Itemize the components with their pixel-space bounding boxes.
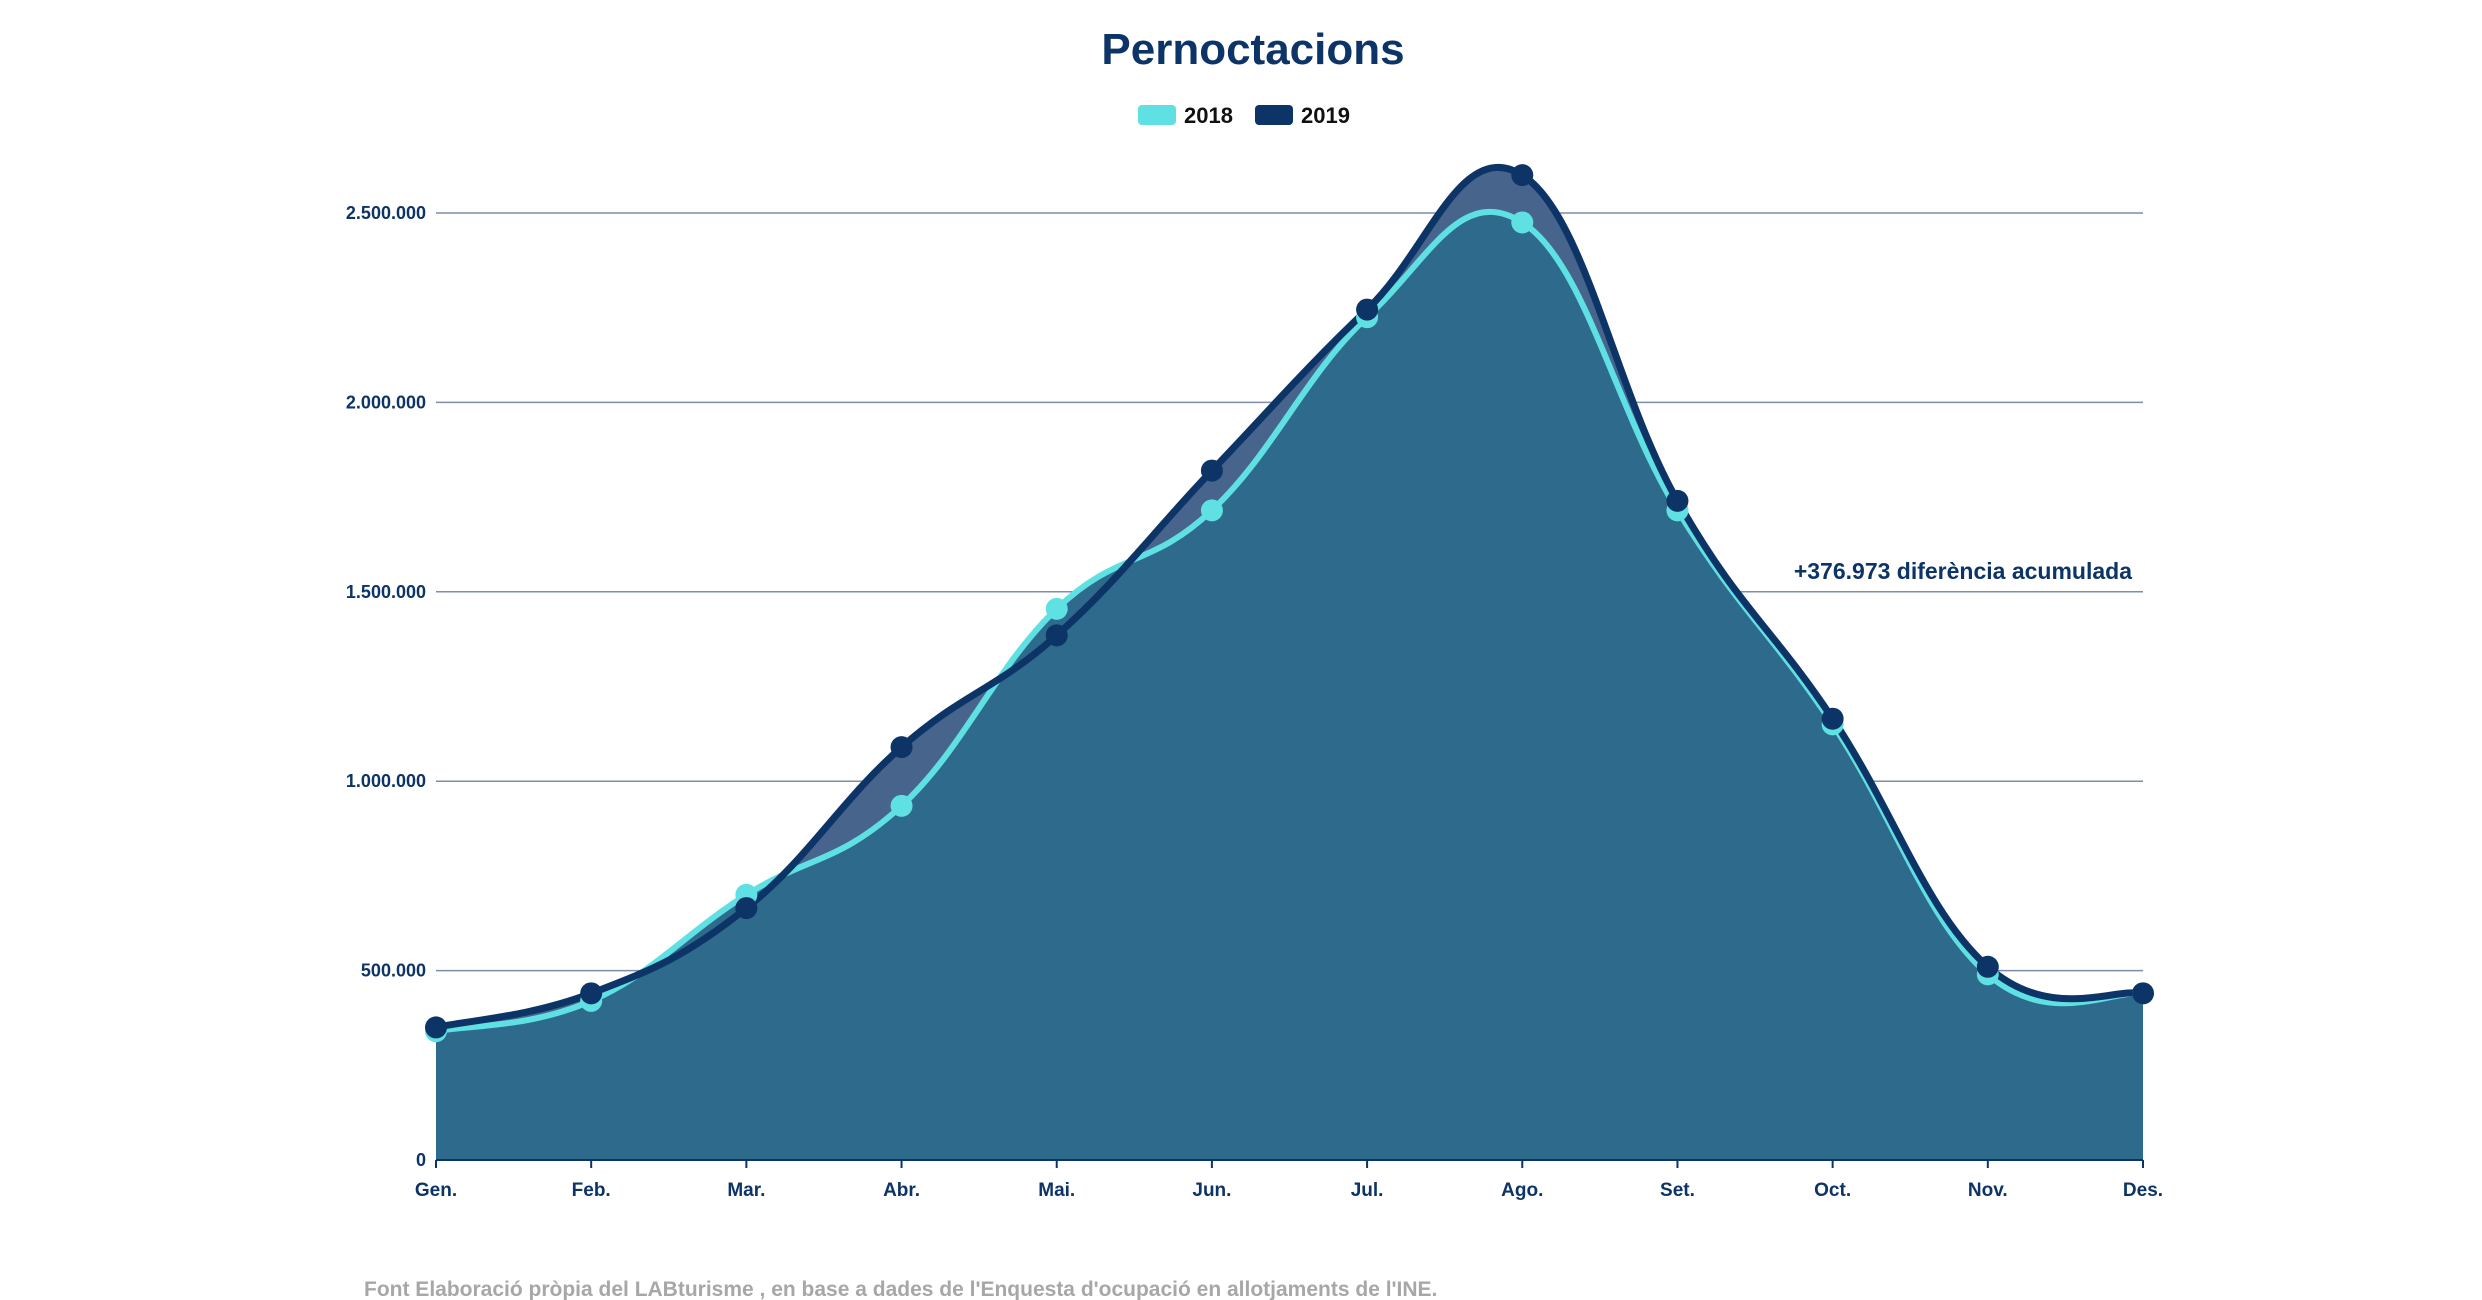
x-tick-label: Nov. bbox=[1968, 1180, 2008, 1201]
x-tick-label: Mai. bbox=[1038, 1180, 1075, 1201]
y-tick-label: 1.500.000 bbox=[346, 582, 426, 602]
x-tick-label: Feb. bbox=[572, 1180, 611, 1201]
point-2019-Des[interactable] bbox=[2132, 982, 2154, 1005]
x-tick-label: Jun. bbox=[1192, 1180, 1231, 1201]
x-tick-label: Ago. bbox=[1501, 1180, 1543, 1201]
point-2019-Jun[interactable] bbox=[1200, 459, 1223, 482]
legend-item-2018[interactable]: 2018 bbox=[1138, 103, 1233, 128]
x-tick-label: Mar. bbox=[727, 1180, 765, 1201]
y-tick-label: 1.000.000 bbox=[346, 771, 426, 791]
y-tick-label: 0 bbox=[416, 1150, 426, 1170]
point-2019-Mar[interactable] bbox=[735, 897, 758, 920]
x-tick-label: Set. bbox=[1660, 1180, 1695, 1201]
legend-swatch-2019 bbox=[1255, 105, 1293, 125]
point-2019-Gen[interactable] bbox=[425, 1016, 447, 1039]
point-2019-Abr[interactable] bbox=[890, 736, 913, 759]
x-tick-label: Oct. bbox=[1814, 1180, 1851, 1201]
legend-item-2019[interactable]: 2019 bbox=[1255, 103, 1350, 128]
series-points[interactable] bbox=[425, 164, 2154, 1043]
axes: 0 500.000 1.000.000 1.500.000 2.000.000 2.500… bbox=[346, 203, 2163, 1201]
area-series-2018 bbox=[436, 211, 2143, 1160]
point-2019-Mai[interactable] bbox=[1045, 624, 1068, 647]
point-2019-Feb[interactable] bbox=[580, 982, 603, 1005]
x-tick-label: Jul. bbox=[1351, 1180, 1384, 1201]
point-2019-Nov[interactable] bbox=[1976, 955, 1999, 978]
point-2018-Mai[interactable] bbox=[1045, 597, 1068, 620]
point-2019-Oct[interactable] bbox=[1821, 707, 1844, 730]
legend-label-2019: 2019 bbox=[1301, 103, 1350, 128]
x-tick-label: Des. bbox=[2123, 1180, 2163, 1201]
plot-areas bbox=[436, 167, 2143, 1160]
point-2018-Abr[interactable] bbox=[890, 794, 913, 817]
legend[interactable]: 2018 2019 bbox=[1138, 103, 1350, 128]
point-2019-Set[interactable] bbox=[1666, 489, 1689, 512]
point-2019-Jul[interactable] bbox=[1356, 298, 1379, 321]
y-tick-label: 2.500.000 bbox=[346, 203, 426, 223]
legend-swatch-2018 bbox=[1138, 105, 1176, 125]
cumulative-difference-annotation: +376.973 diferència acumulada bbox=[1794, 558, 2132, 584]
x-tick-label: Gen. bbox=[415, 1180, 457, 1201]
point-2019-Ago[interactable] bbox=[1511, 164, 1534, 187]
y-tick-label: 500.000 bbox=[361, 961, 426, 981]
legend-label-2018: 2018 bbox=[1184, 103, 1233, 128]
point-2018-Ago[interactable] bbox=[1511, 211, 1534, 234]
chart-title: Pernoctacions bbox=[1101, 25, 1404, 74]
y-tick-label: 2.000.000 bbox=[346, 392, 426, 412]
source-note: Font Elaboració pròpia del LABturisme , … bbox=[364, 1278, 1437, 1300]
x-tick-label: Abr. bbox=[883, 1180, 920, 1201]
point-2018-Jun[interactable] bbox=[1200, 499, 1223, 522]
